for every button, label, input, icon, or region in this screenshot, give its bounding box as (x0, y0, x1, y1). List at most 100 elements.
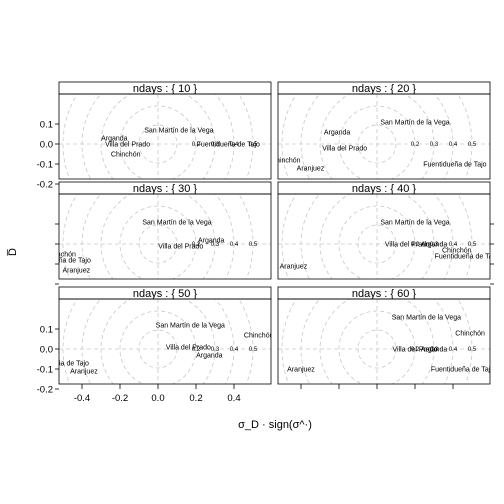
point-label: Fuentidueña de Tajo (431, 367, 494, 374)
ring-label: 0.3 (430, 242, 439, 248)
point-label: Arganda (101, 136, 128, 143)
ring-label: 0.3 (211, 347, 220, 353)
point-label: Villa del Prado (392, 347, 437, 354)
y-tick-label: -0.1 (37, 160, 53, 171)
point-label: Arganda (324, 130, 351, 137)
ring-label: 0.2 (192, 142, 201, 148)
point-label: Aranjuez (280, 264, 308, 271)
panel-frame (58, 193, 272, 280)
point-label: Arganda (198, 238, 225, 245)
panel-plot-area: 0.2 0.3 0.4 0.5 San Martín de la Vega Chinchó… (278, 299, 494, 384)
point-label: Fuentidueña de Tajo (435, 254, 498, 261)
panel-plot-area: 0.2 0.3 0.4 0.5 San Martín de la Vega Arganda… (278, 94, 490, 179)
ring-label: 0.3 (211, 242, 220, 248)
x-tick-label: 0.0 (151, 393, 164, 404)
point-label: Fuentidueña de Tajo (26, 361, 89, 368)
ring-label: 0.2 (192, 347, 201, 353)
x-tick-label: -0.4 (74, 393, 90, 404)
point-label: Fuentidueña de Tajo (423, 162, 486, 169)
ring-label: 0.5 (468, 142, 477, 148)
panel-strip-label: ndays : { 40 } (352, 183, 417, 195)
panel-4: 0.2 0.3 0.4 0.5 San Martín de la Vega Villa d… (277, 181, 498, 280)
point-label: Chinchón (111, 152, 141, 159)
point-label: San Martín de la Vega (142, 220, 211, 227)
y-axis-title: D̅ (7, 248, 19, 257)
panel-1: 0.2 0.3 0.4 0.5 San Martín de la Vega Arganda… (58, 81, 272, 180)
panel-strip-label: ndays : { 30 } (133, 183, 198, 195)
point-label: Chinchón (455, 331, 485, 338)
y-tick-label: -0.1 (37, 365, 53, 376)
x-tick-label: -0.2 (112, 393, 128, 404)
point-label: Chinchón (244, 333, 274, 340)
point-label: San Martín de la Vega (392, 315, 461, 322)
point-label: Villa del Prado (105, 142, 150, 149)
ring-label: 0.4 (230, 142, 239, 148)
panel-2: 0.2 0.3 0.4 0.5 San Martín de la Vega Arganda… (277, 81, 491, 180)
point-label: Villa del Prado (158, 244, 203, 251)
ring-label: 0.5 (249, 347, 258, 353)
point-label: Arganda (421, 242, 448, 249)
panel-strip-label: ndays : { 60 } (352, 288, 417, 300)
ring-label: 0.2 (411, 142, 420, 148)
point-label: Chinchón (442, 248, 472, 255)
y-tick-label: -0.2 (37, 180, 53, 191)
panel-5: 0.2 0.3 0.4 0.5 San Martín de la Vega Chinchó… (26, 286, 274, 385)
y-tick-label: 0.0 (40, 140, 53, 151)
point-label: San Martín de la Vega (144, 128, 213, 135)
point-label: Fuentidueña de Tajo (197, 142, 260, 149)
y-tick-label: 0.0 (40, 345, 53, 356)
point-label: Aranjuez (297, 166, 325, 173)
point-label: Aranjuez (70, 369, 98, 376)
x-tick-label: 0.4 (227, 393, 240, 404)
panel-plot-area: 0.2 0.3 0.4 0.5 San Martín de la Vega Arganda… (28, 194, 271, 279)
y-tick-label: 0.1 (40, 120, 53, 131)
panel-3: 0.2 0.3 0.4 0.5 San Martín de la Vega Arganda… (28, 181, 272, 280)
ring-label: 0.4 (449, 142, 458, 148)
point-label: Aranjuez (287, 367, 315, 374)
point-label: Chinchón (46, 252, 76, 259)
panel-frame (58, 298, 272, 385)
ring-label: 0.5 (249, 142, 258, 148)
point-label: Arganda (421, 347, 448, 354)
ring-label: 0.4 (230, 242, 239, 248)
ring-label: 0.4 (230, 347, 239, 353)
y-tick-label: 0.1 (40, 325, 53, 336)
panel-6: 0.2 0.3 0.4 0.5 San Martín de la Vega Chinchó… (277, 286, 494, 385)
ring-label: 0.2 (192, 242, 201, 248)
panel-plot-area: 0.2 0.3 0.4 0.5 San Martín de la Vega Villa d… (278, 194, 498, 279)
panel-frame (277, 298, 491, 385)
point-label: San Martín de la Vega (380, 220, 449, 227)
x-axis-title: σ_D · sign(σ^·) (238, 419, 312, 431)
ring-label: 0.4 (449, 242, 458, 248)
panel-frame (277, 193, 491, 280)
ring-label: 0.3 (211, 142, 220, 148)
panels-layer: 0.2 0.3 0.4 0.5 San Martín de la Vega Arganda… (26, 81, 498, 385)
ring-label: 0.3 (430, 142, 439, 148)
panel-frame (277, 93, 491, 180)
point-label: San Martín de la Vega (156, 323, 225, 330)
y-tick-label: -0.2 (37, 385, 53, 396)
point-label: Villa del Prado (322, 146, 367, 153)
point-label: Fuentidueña de Tajo (28, 258, 91, 265)
ring-label: 0.5 (468, 242, 477, 248)
panel-strip-label: ndays : { 10 } (133, 83, 198, 95)
point-label: Aranjuez (62, 268, 90, 275)
ring-label: 0.4 (449, 347, 458, 353)
panel-strip-label: ndays : { 20 } (352, 83, 417, 95)
ring-label: 0.2 (411, 347, 420, 353)
point-label: Arganda (196, 353, 223, 360)
panel-plot-area: 0.2 0.3 0.4 0.5 San Martín de la Vega Arganda… (59, 94, 271, 179)
ring-label: 0.5 (468, 347, 477, 353)
panel-frame (58, 93, 272, 180)
point-label: Villa del Prado (385, 242, 430, 249)
x-tick-label: 0.2 (189, 393, 202, 404)
point-label: San Martín de la Vega (380, 120, 449, 127)
ring-label: 0.2 (411, 242, 420, 248)
ring-label: 0.3 (430, 347, 439, 353)
ring-label: 0.5 (249, 242, 258, 248)
point-label: Villa del Prado (166, 345, 211, 352)
panel-plot-area: 0.2 0.3 0.4 0.5 San Martín de la Vega Chinchó… (26, 299, 274, 384)
axes-layer: -0.2 -0.1 0.0 0.1 -0.2 -0.1 0.0 0.1 -0.4 -0.2 0.0 0… (37, 120, 494, 404)
panel-strip-label: ndays : { 50 } (133, 288, 198, 300)
